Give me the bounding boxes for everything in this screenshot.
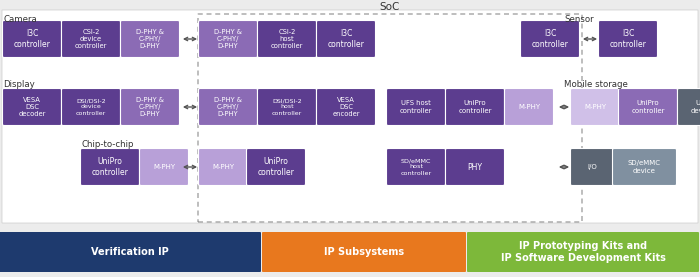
Text: D-PHY &
C-PHY/
D-PHY: D-PHY & C-PHY/ D-PHY: [214, 29, 242, 50]
Text: IP Subsystems: IP Subsystems: [324, 247, 404, 257]
Text: Sensor: Sensor: [564, 15, 594, 24]
FancyBboxPatch shape: [570, 148, 615, 186]
FancyBboxPatch shape: [612, 148, 676, 186]
Text: UniPro
controller: UniPro controller: [258, 157, 295, 177]
FancyBboxPatch shape: [80, 148, 139, 186]
Text: I3C
controller: I3C controller: [531, 29, 568, 49]
Text: I/O: I/O: [587, 164, 597, 170]
FancyBboxPatch shape: [445, 148, 505, 186]
Text: I3C
controller: I3C controller: [13, 29, 50, 49]
FancyBboxPatch shape: [505, 88, 554, 125]
FancyBboxPatch shape: [316, 20, 375, 58]
FancyBboxPatch shape: [316, 88, 375, 125]
FancyBboxPatch shape: [120, 20, 179, 58]
Text: UFS
device: UFS device: [691, 100, 700, 114]
FancyBboxPatch shape: [62, 88, 120, 125]
Text: PHY: PHY: [468, 163, 482, 171]
Text: DSI/DSI-2
device
controller: DSI/DSI-2 device controller: [76, 98, 106, 116]
Text: UFS host
controller: UFS host controller: [400, 100, 433, 114]
FancyBboxPatch shape: [570, 88, 620, 125]
Text: Display: Display: [3, 80, 35, 89]
FancyBboxPatch shape: [246, 148, 305, 186]
FancyBboxPatch shape: [262, 232, 466, 272]
Text: CSI-2
host
controller: CSI-2 host controller: [271, 29, 303, 50]
Text: SoC: SoC: [380, 2, 400, 12]
Text: IP Prototyping Kits and
IP Software Development Kits: IP Prototyping Kits and IP Software Deve…: [500, 241, 666, 263]
Text: UniPro
controller: UniPro controller: [631, 100, 665, 114]
Text: D-PHY &
C-PHY/
D-PHY: D-PHY & C-PHY/ D-PHY: [136, 96, 164, 117]
FancyBboxPatch shape: [258, 20, 316, 58]
Text: VESA
DSC
encoder: VESA DSC encoder: [332, 96, 360, 117]
Text: D-PHY &
C-PHY/
D-PHY: D-PHY & C-PHY/ D-PHY: [136, 29, 164, 50]
FancyBboxPatch shape: [199, 148, 248, 186]
FancyBboxPatch shape: [2, 10, 698, 223]
FancyBboxPatch shape: [139, 148, 188, 186]
Text: Mobile storage: Mobile storage: [564, 80, 628, 89]
FancyBboxPatch shape: [521, 20, 580, 58]
Text: CSI-2
device
controller: CSI-2 device controller: [75, 29, 107, 50]
Text: Chip-to-chip: Chip-to-chip: [82, 140, 134, 149]
Text: Verification IP: Verification IP: [91, 247, 169, 257]
FancyBboxPatch shape: [445, 88, 505, 125]
Text: VESA
DSC
decoder: VESA DSC decoder: [18, 96, 46, 117]
Text: UniPro
controller: UniPro controller: [458, 100, 491, 114]
FancyBboxPatch shape: [62, 20, 120, 58]
Text: M-PHY: M-PHY: [584, 104, 606, 110]
Text: I3C
controller: I3C controller: [328, 29, 365, 49]
Text: M-PHY: M-PHY: [153, 164, 175, 170]
FancyBboxPatch shape: [258, 88, 316, 125]
FancyBboxPatch shape: [3, 88, 62, 125]
FancyBboxPatch shape: [678, 88, 700, 125]
FancyBboxPatch shape: [120, 88, 179, 125]
FancyBboxPatch shape: [619, 88, 678, 125]
Text: SD/eMMC
device: SD/eMMC device: [628, 160, 661, 174]
FancyBboxPatch shape: [3, 20, 62, 58]
Text: I3C
controller: I3C controller: [610, 29, 646, 49]
FancyBboxPatch shape: [199, 88, 258, 125]
Text: D-PHY &
C-PHY/
D-PHY: D-PHY & C-PHY/ D-PHY: [214, 96, 242, 117]
Text: DSI/DSI-2
host
controller: DSI/DSI-2 host controller: [272, 98, 302, 116]
FancyBboxPatch shape: [199, 20, 258, 58]
Text: SD/eMMC
host
controller: SD/eMMC host controller: [400, 158, 432, 176]
Text: UniPro
controller: UniPro controller: [92, 157, 128, 177]
FancyBboxPatch shape: [598, 20, 657, 58]
FancyBboxPatch shape: [386, 148, 445, 186]
FancyBboxPatch shape: [0, 232, 261, 272]
Text: M-PHY: M-PHY: [212, 164, 234, 170]
Text: Camera: Camera: [3, 15, 36, 24]
FancyBboxPatch shape: [467, 232, 699, 272]
Text: M-PHY: M-PHY: [518, 104, 540, 110]
FancyBboxPatch shape: [386, 88, 445, 125]
